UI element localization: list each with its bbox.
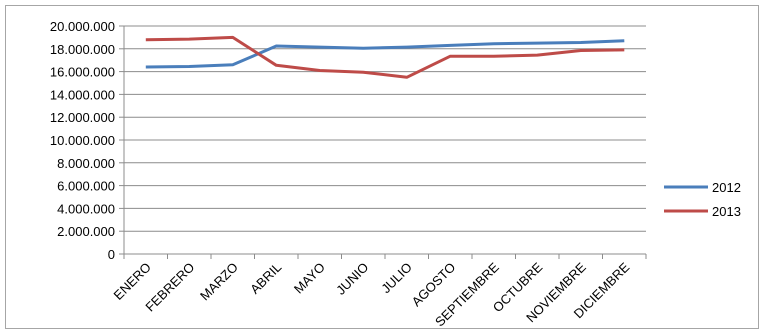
x-tick-label: JULIO: [378, 260, 415, 297]
x-tick-label: JUNIO: [333, 260, 371, 298]
gridlines: [124, 25, 646, 232]
legend-label-2012: 2012: [712, 180, 741, 195]
series-lines: [145, 35, 625, 79]
y-tick-label: 16.000.000: [50, 65, 115, 80]
series-line-2013: [145, 35, 625, 79]
series-line-2012: [145, 39, 625, 69]
y-tick-label: 6.000.000: [57, 179, 115, 194]
legend: 2012 2013: [664, 180, 741, 219]
axes: [119, 25, 647, 259]
y-tick-label: 8.000.000: [57, 156, 115, 171]
x-tick-label: MARZO: [197, 260, 241, 304]
chart-frame: [5, 5, 759, 329]
y-axis-tick-labels: 0 2.000.000 4.000.000 6.000.000 8.000.000 10.…: [50, 19, 115, 262]
y-tick-label: 12.000.000: [50, 110, 115, 125]
x-tick-label: ENERO: [111, 260, 154, 303]
y-tick-label: 0: [108, 247, 115, 262]
y-tick-label: 14.000.000: [50, 87, 115, 102]
x-tick-label: MAYO: [291, 260, 328, 297]
y-tick-label: 4.000.000: [57, 201, 115, 216]
y-tick-label: 2.000.000: [57, 224, 115, 239]
y-tick-label: 18.000.000: [50, 42, 115, 57]
legend-label-2013: 2013: [712, 204, 741, 219]
y-tick-label: 10.000.000: [50, 133, 115, 148]
x-tick-label: ABRIL: [247, 260, 284, 297]
y-tick-label: 20.000.000: [50, 19, 115, 34]
